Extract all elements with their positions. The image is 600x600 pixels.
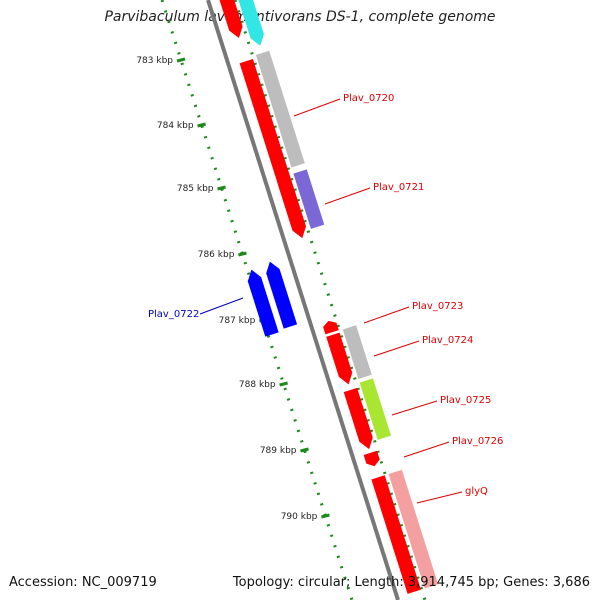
cds-plav-0723 bbox=[323, 320, 339, 335]
ruler-layer: 783 kbp 784 kbp 785 kbp 786 kbp 787 kbp 788 k… bbox=[136, 0, 427, 600]
callout-line-3 bbox=[363, 306, 410, 324]
callout-line-5 bbox=[391, 400, 438, 416]
gene-label-0: Plav_0720 bbox=[343, 93, 394, 104]
gene-label-6: Plav_0726 bbox=[452, 436, 503, 447]
ruler-tick-7 bbox=[321, 513, 330, 519]
ruler-tick-label-2: 785 kbp bbox=[177, 184, 214, 194]
gene-label-3: Plav_0723 bbox=[412, 301, 463, 312]
ruler-tick-label-6: 789 kbp bbox=[260, 446, 297, 456]
gene-label-2: Plav_0722 bbox=[148, 309, 199, 320]
callout-line-0 bbox=[293, 98, 341, 117]
cog-plav-0724 bbox=[342, 325, 372, 380]
gene-label-5: Plav_0725 bbox=[440, 395, 491, 406]
accession-text: Accession: NC_009719 bbox=[9, 575, 157, 590]
ruler-tick-0 bbox=[176, 57, 186, 63]
ruler-tick-label-4: 787 kbp bbox=[219, 316, 256, 326]
callout-line-2 bbox=[199, 297, 244, 315]
label-layer: Plav_0720 Plav_0721 Plav_0722 Plav_0723 Plav… bbox=[148, 93, 503, 504]
cds-plav-0722-b bbox=[266, 261, 298, 329]
ruler-tick-label-3: 786 kbp bbox=[198, 250, 235, 260]
gene-label-7: glyQ bbox=[465, 486, 488, 497]
callout-line-7 bbox=[416, 491, 463, 504]
ruler-tick-label-1: 784 kbp bbox=[157, 121, 194, 131]
callout-line-1 bbox=[324, 187, 371, 205]
cog-plav-0725 bbox=[359, 378, 392, 440]
cds-plav-0725 bbox=[343, 387, 373, 450]
cds-plav-0722-a bbox=[247, 269, 279, 337]
cds-plav-0724 bbox=[326, 332, 353, 385]
cds-top bbox=[219, 0, 243, 39]
ruler-tick-label-5: 788 kbp bbox=[239, 380, 276, 390]
cog-top bbox=[238, 0, 264, 46]
ruler-tick-label-7: 790 kbp bbox=[281, 512, 318, 522]
gene-label-1: Plav_0721 bbox=[373, 182, 424, 193]
map-title: Parvibaculum lavamentivorans DS-1, compl… bbox=[104, 9, 496, 25]
feature-layer bbox=[219, 0, 439, 594]
ruler-tick-6 bbox=[300, 447, 309, 453]
cog-glyq bbox=[388, 469, 439, 589]
gene-label-4: Plav_0724 bbox=[422, 335, 473, 346]
callout-line-4 bbox=[373, 340, 420, 357]
genome-summary: Topology: circular; Length: 3,914,745 bp… bbox=[232, 575, 590, 590]
ruler-tick-3 bbox=[238, 251, 247, 257]
cog-plav-0720 bbox=[255, 50, 305, 168]
ruler-tick-5 bbox=[279, 381, 288, 387]
callout-line-6 bbox=[403, 441, 450, 458]
ruler-tick-label-0: 783 kbp bbox=[136, 56, 173, 66]
cds-glyq bbox=[371, 475, 421, 594]
ruler-tick-1 bbox=[197, 122, 206, 128]
cog-plav-0721 bbox=[293, 169, 325, 229]
backbone-layer bbox=[206, 0, 400, 600]
ruler-tick-2 bbox=[217, 185, 226, 191]
cds-plav-0721 bbox=[277, 178, 306, 239]
cds-plav-0726 bbox=[363, 450, 380, 467]
backbone-line bbox=[206, 0, 400, 600]
